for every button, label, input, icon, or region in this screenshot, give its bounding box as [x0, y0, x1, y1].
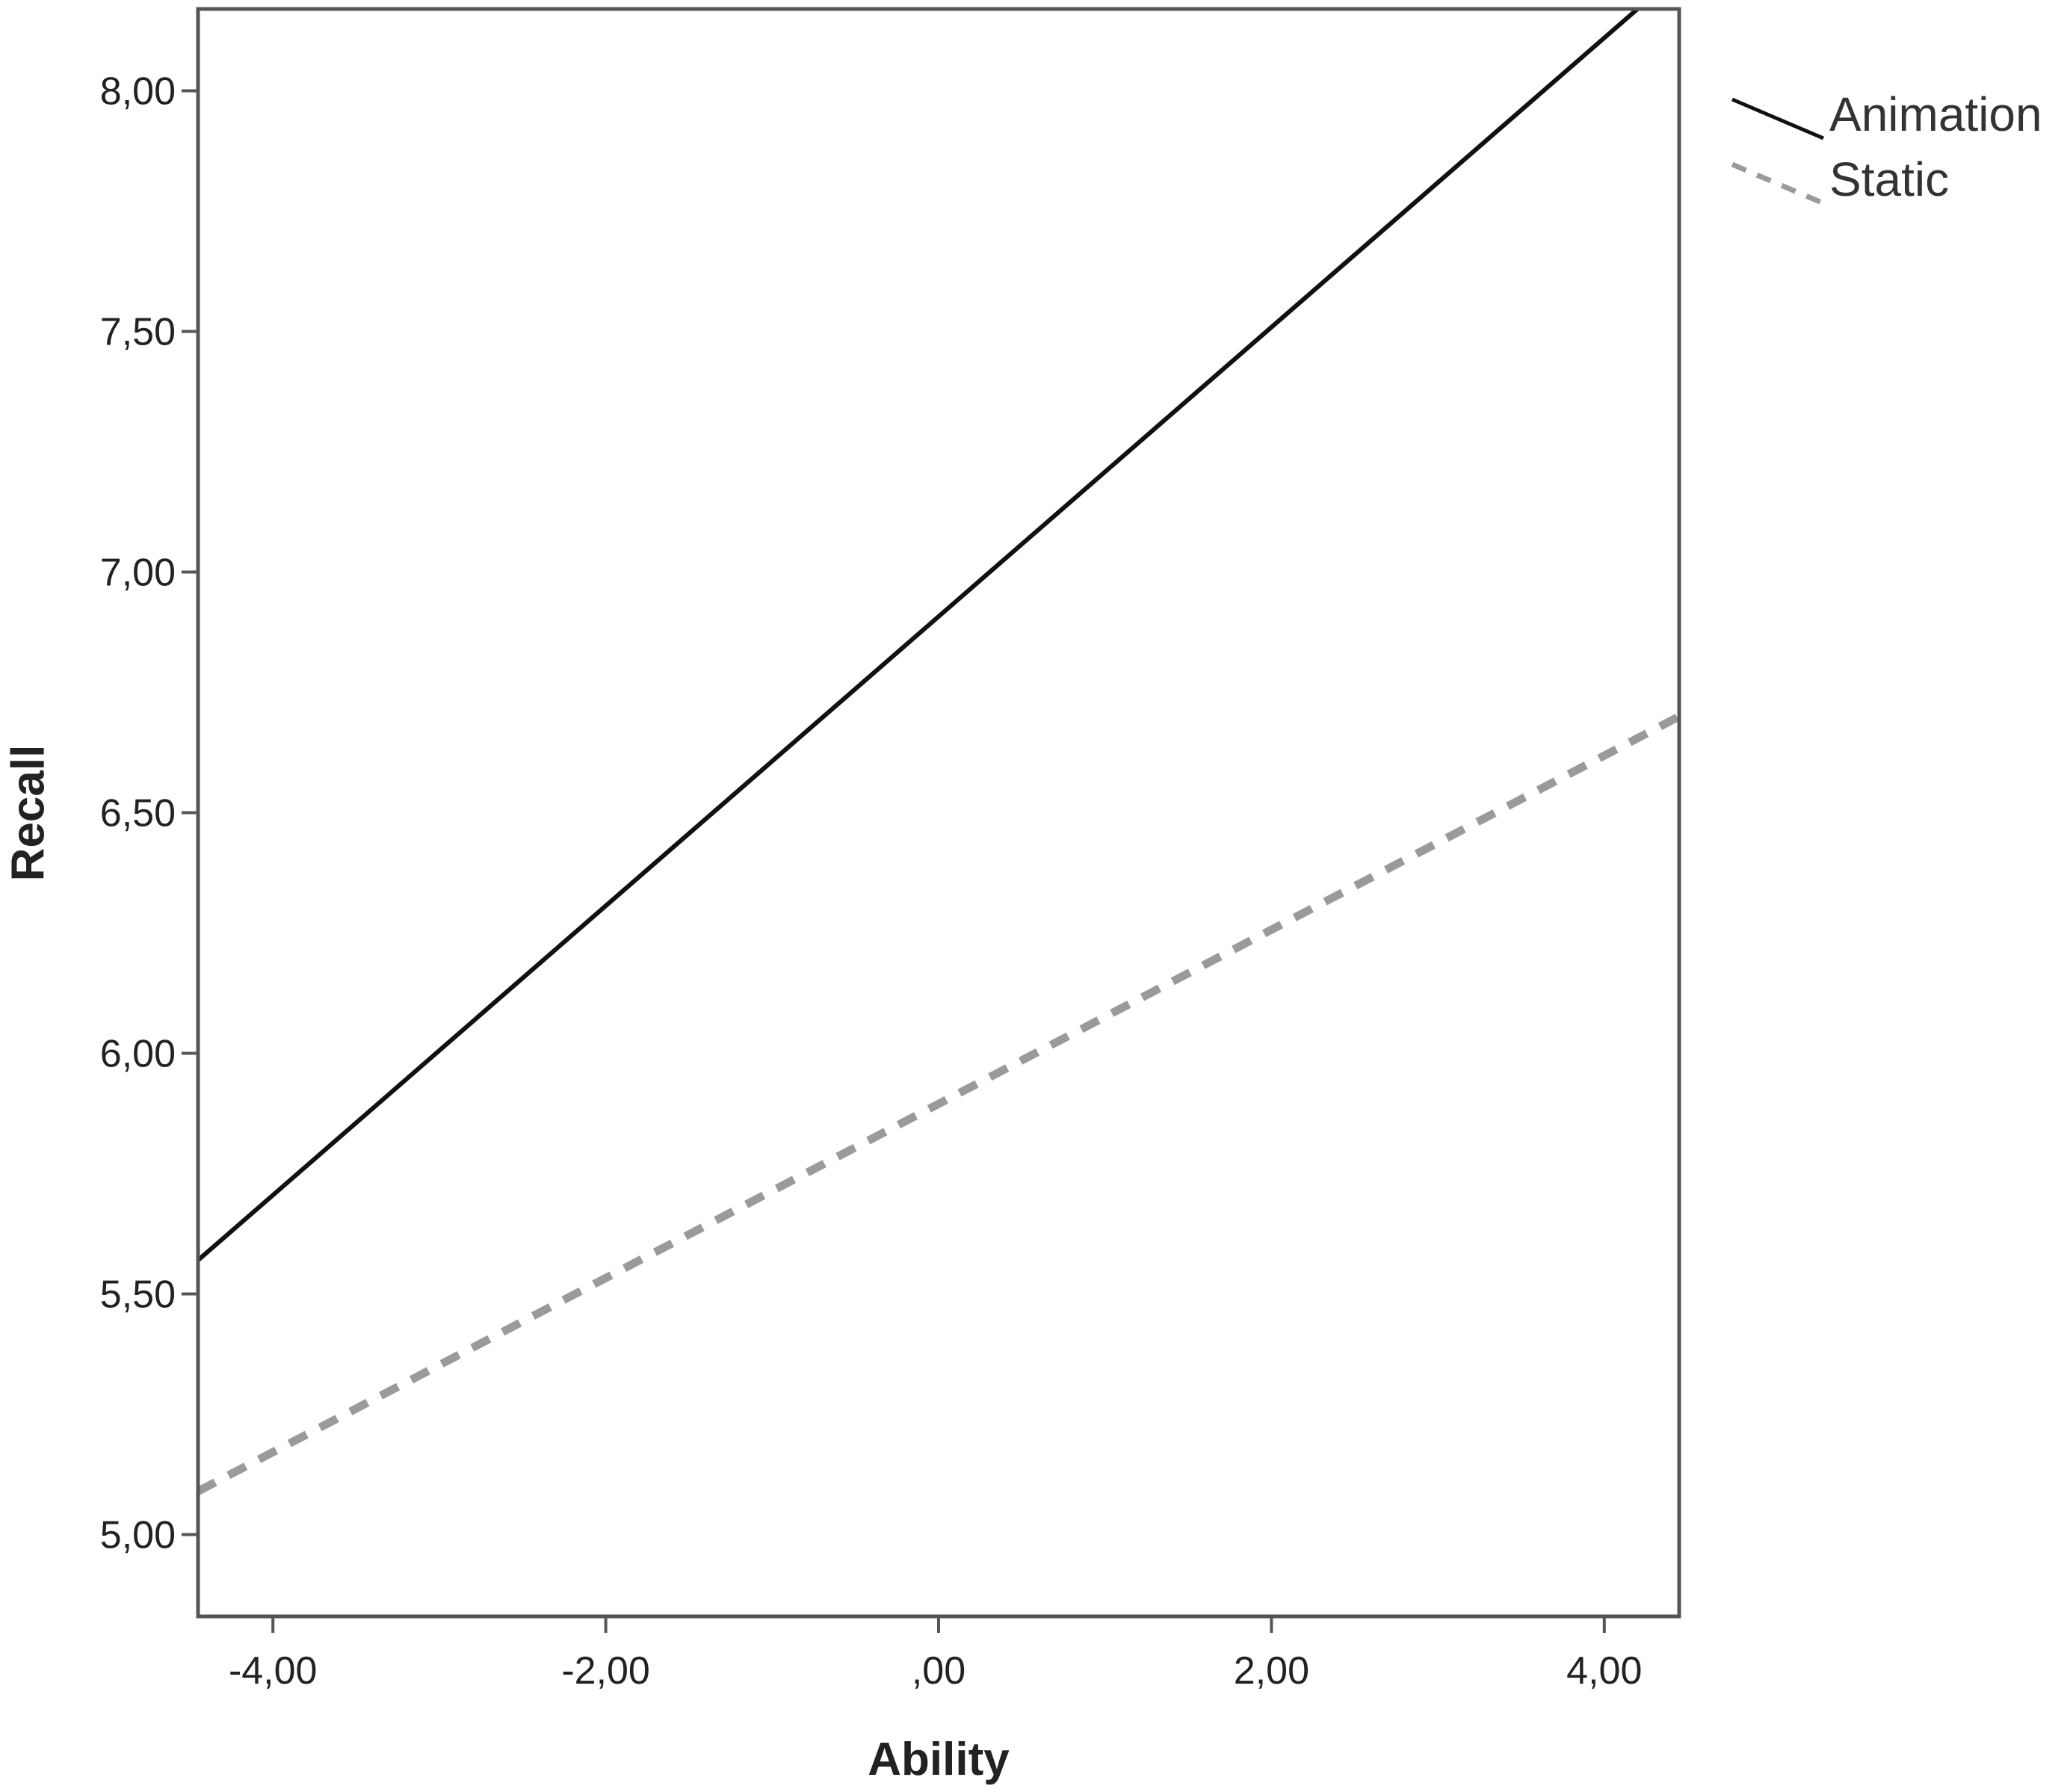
y-tick-label: 5,00 — [100, 1514, 176, 1557]
legend-swatch-animation — [1731, 97, 1824, 140]
x-tick-label: 4,00 — [1566, 1649, 1642, 1693]
series-line-static — [198, 712, 1679, 1495]
y-tick-label: 6,00 — [100, 1033, 176, 1076]
x-tick-label: ,00 — [912, 1649, 966, 1693]
y-tick-label: 7,50 — [100, 310, 176, 353]
y-axis-title: Recall — [2, 745, 54, 882]
legend-label-animation: Animation — [1829, 87, 2042, 141]
x-axis-title: Ability — [868, 1734, 1010, 1785]
legend: Animation Static — [1731, 87, 2042, 206]
x-tick-label: -4,00 — [229, 1649, 318, 1693]
legend-swatch-static — [1731, 161, 1825, 206]
y-tick-label: 6,50 — [100, 792, 176, 835]
y-tick-label: 5,50 — [100, 1273, 176, 1317]
series-line-animation — [198, 9, 1640, 1262]
x-tick-label: -2,00 — [561, 1649, 650, 1693]
series-layer — [198, 9, 1679, 1495]
y-tick-label: 8,00 — [100, 69, 176, 113]
y-axis: 5,00 5,50 6,00 6,50 7,00 7,50 8,00 — [100, 69, 198, 1557]
x-tick-label: 2,00 — [1234, 1649, 1309, 1693]
x-axis: -4,00 -2,00 ,00 2,00 4,00 — [229, 1616, 1642, 1693]
y-tick-label: 7,00 — [100, 551, 176, 594]
legend-label-static: Static — [1829, 152, 1949, 206]
